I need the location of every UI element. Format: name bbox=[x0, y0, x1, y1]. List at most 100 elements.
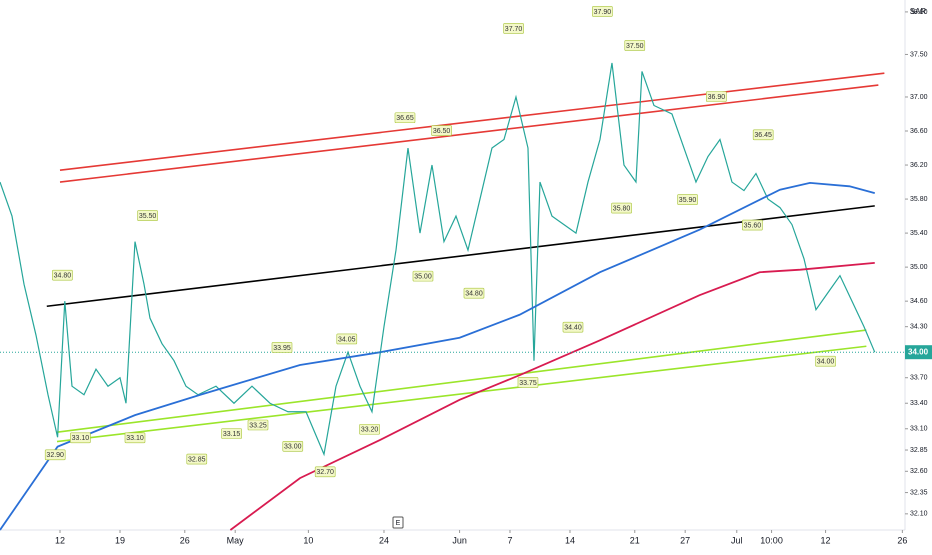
trendline bbox=[56, 329, 867, 433]
price-label: 36.45 bbox=[754, 132, 772, 139]
price-label: 34.00 bbox=[817, 359, 835, 366]
x-tick-label: 26 bbox=[897, 535, 907, 545]
price-label: 33.95 bbox=[273, 345, 291, 352]
price-label: 32.85 bbox=[188, 456, 206, 463]
x-tick-label: 27 bbox=[680, 535, 690, 545]
price-label: 35.00 bbox=[414, 273, 432, 280]
price-label-box bbox=[562, 321, 584, 333]
x-tick-label: 10 bbox=[303, 535, 313, 545]
y-tick-label: 34.30 bbox=[910, 324, 928, 331]
currency: SAR bbox=[910, 7, 927, 16]
x-tick-label: 19 bbox=[115, 535, 125, 545]
price-label-box bbox=[503, 23, 524, 34]
price-label: 37.70 bbox=[505, 26, 523, 33]
price-label: 33.25 bbox=[249, 422, 267, 429]
x-tick-label: Jul bbox=[731, 535, 743, 545]
price-line bbox=[0, 62, 876, 457]
y-tick-label: 37.00 bbox=[910, 94, 928, 101]
price-label-box bbox=[314, 466, 336, 478]
y-tick-label: 32.85 bbox=[910, 447, 928, 454]
price-label: 36.50 bbox=[433, 128, 451, 135]
x-tick-label: May bbox=[227, 535, 245, 545]
price-label-box bbox=[394, 112, 416, 124]
price-label-box bbox=[359, 423, 380, 435]
y-tick-label: 36.60 bbox=[910, 128, 928, 135]
x-tick-label: Jun bbox=[452, 535, 467, 545]
price-label-box bbox=[52, 269, 73, 281]
price-label-box bbox=[431, 125, 452, 136]
price-label: 33.00 bbox=[284, 444, 302, 451]
y-tick-label: 35.00 bbox=[910, 264, 928, 271]
price-label: 32.90 bbox=[46, 452, 64, 459]
price-label: 33.75 bbox=[519, 380, 537, 387]
price-label: 34.40 bbox=[564, 325, 582, 332]
y-tick-label: 32.35 bbox=[910, 489, 928, 496]
price-label-box bbox=[282, 440, 304, 452]
x-tick-label: 26 bbox=[180, 535, 190, 545]
x-tick-label: 14 bbox=[565, 535, 575, 545]
trendline bbox=[59, 84, 879, 183]
y-tick-label: 37.50 bbox=[910, 51, 928, 58]
price-label: 36.65 bbox=[396, 115, 414, 122]
price-label: 34.80 bbox=[54, 272, 72, 279]
price-label: 34.80 bbox=[465, 290, 483, 297]
price-label-box bbox=[44, 449, 66, 461]
price-label: 33.10 bbox=[72, 435, 90, 442]
trendline bbox=[46, 205, 875, 308]
price-label-box bbox=[137, 210, 158, 221]
y-tick-label: 33.40 bbox=[910, 400, 928, 407]
y-tick-label: 32.10 bbox=[910, 511, 928, 518]
x-tick-label: 7 bbox=[507, 535, 512, 545]
y-tick-label: 32.60 bbox=[910, 468, 928, 475]
price-line bbox=[0, 181, 875, 531]
price-label-box bbox=[752, 129, 774, 141]
price-label-box bbox=[463, 287, 485, 299]
x-tick-label: 24 bbox=[379, 535, 389, 545]
price-label-box bbox=[271, 342, 293, 353]
price-label: 35.60 bbox=[744, 222, 762, 229]
price-label-box bbox=[742, 219, 763, 231]
price-label-box bbox=[677, 194, 698, 205]
price-label-box bbox=[592, 6, 613, 17]
price-label-box bbox=[186, 453, 208, 465]
x-tick-label: 12 bbox=[821, 535, 831, 545]
y-tick-label: 33.70 bbox=[910, 375, 928, 382]
y-tick-label: 35.80 bbox=[910, 196, 928, 203]
price-label-box bbox=[624, 40, 646, 51]
trendline bbox=[59, 72, 885, 171]
price-label: 33.20 bbox=[361, 427, 379, 434]
y-tick-label: 38.00 bbox=[910, 9, 928, 16]
price-line bbox=[229, 261, 875, 531]
price-label-box bbox=[517, 377, 539, 388]
price-label-box bbox=[124, 432, 146, 444]
price-label-box bbox=[412, 270, 434, 282]
x-tick-label: 12 bbox=[55, 535, 65, 545]
price-label: 33.15 bbox=[223, 431, 241, 438]
price-label: 32.70 bbox=[316, 469, 334, 476]
price-label-box bbox=[247, 419, 269, 431]
event-marker[interactable]: E bbox=[396, 520, 401, 527]
price-label: 35.80 bbox=[613, 205, 631, 212]
last-price-badge bbox=[905, 345, 932, 360]
price-label-box bbox=[336, 333, 358, 345]
y-tick-label: 35.40 bbox=[910, 230, 928, 237]
price-label: 33.10 bbox=[126, 435, 144, 442]
x-tick-label: 10:00 bbox=[760, 535, 783, 545]
price-label-box bbox=[611, 202, 632, 214]
x-tick-label: 21 bbox=[630, 535, 640, 545]
y-tick-label: 36.20 bbox=[910, 162, 928, 169]
event-badge[interactable] bbox=[392, 516, 404, 529]
price-label: 37.50 bbox=[626, 43, 644, 50]
last-price-label: 34.00 bbox=[908, 347, 929, 356]
y-tick-label: 33.10 bbox=[910, 426, 928, 433]
price-label: 35.90 bbox=[679, 197, 697, 204]
price-label-box bbox=[70, 432, 91, 444]
price-label-box bbox=[815, 355, 836, 367]
price-label: 36.90 bbox=[708, 94, 726, 101]
price-label: 35.50 bbox=[139, 213, 157, 220]
trendline bbox=[56, 345, 867, 443]
price-label: 37.90 bbox=[594, 9, 612, 16]
price-label-box bbox=[706, 91, 727, 102]
